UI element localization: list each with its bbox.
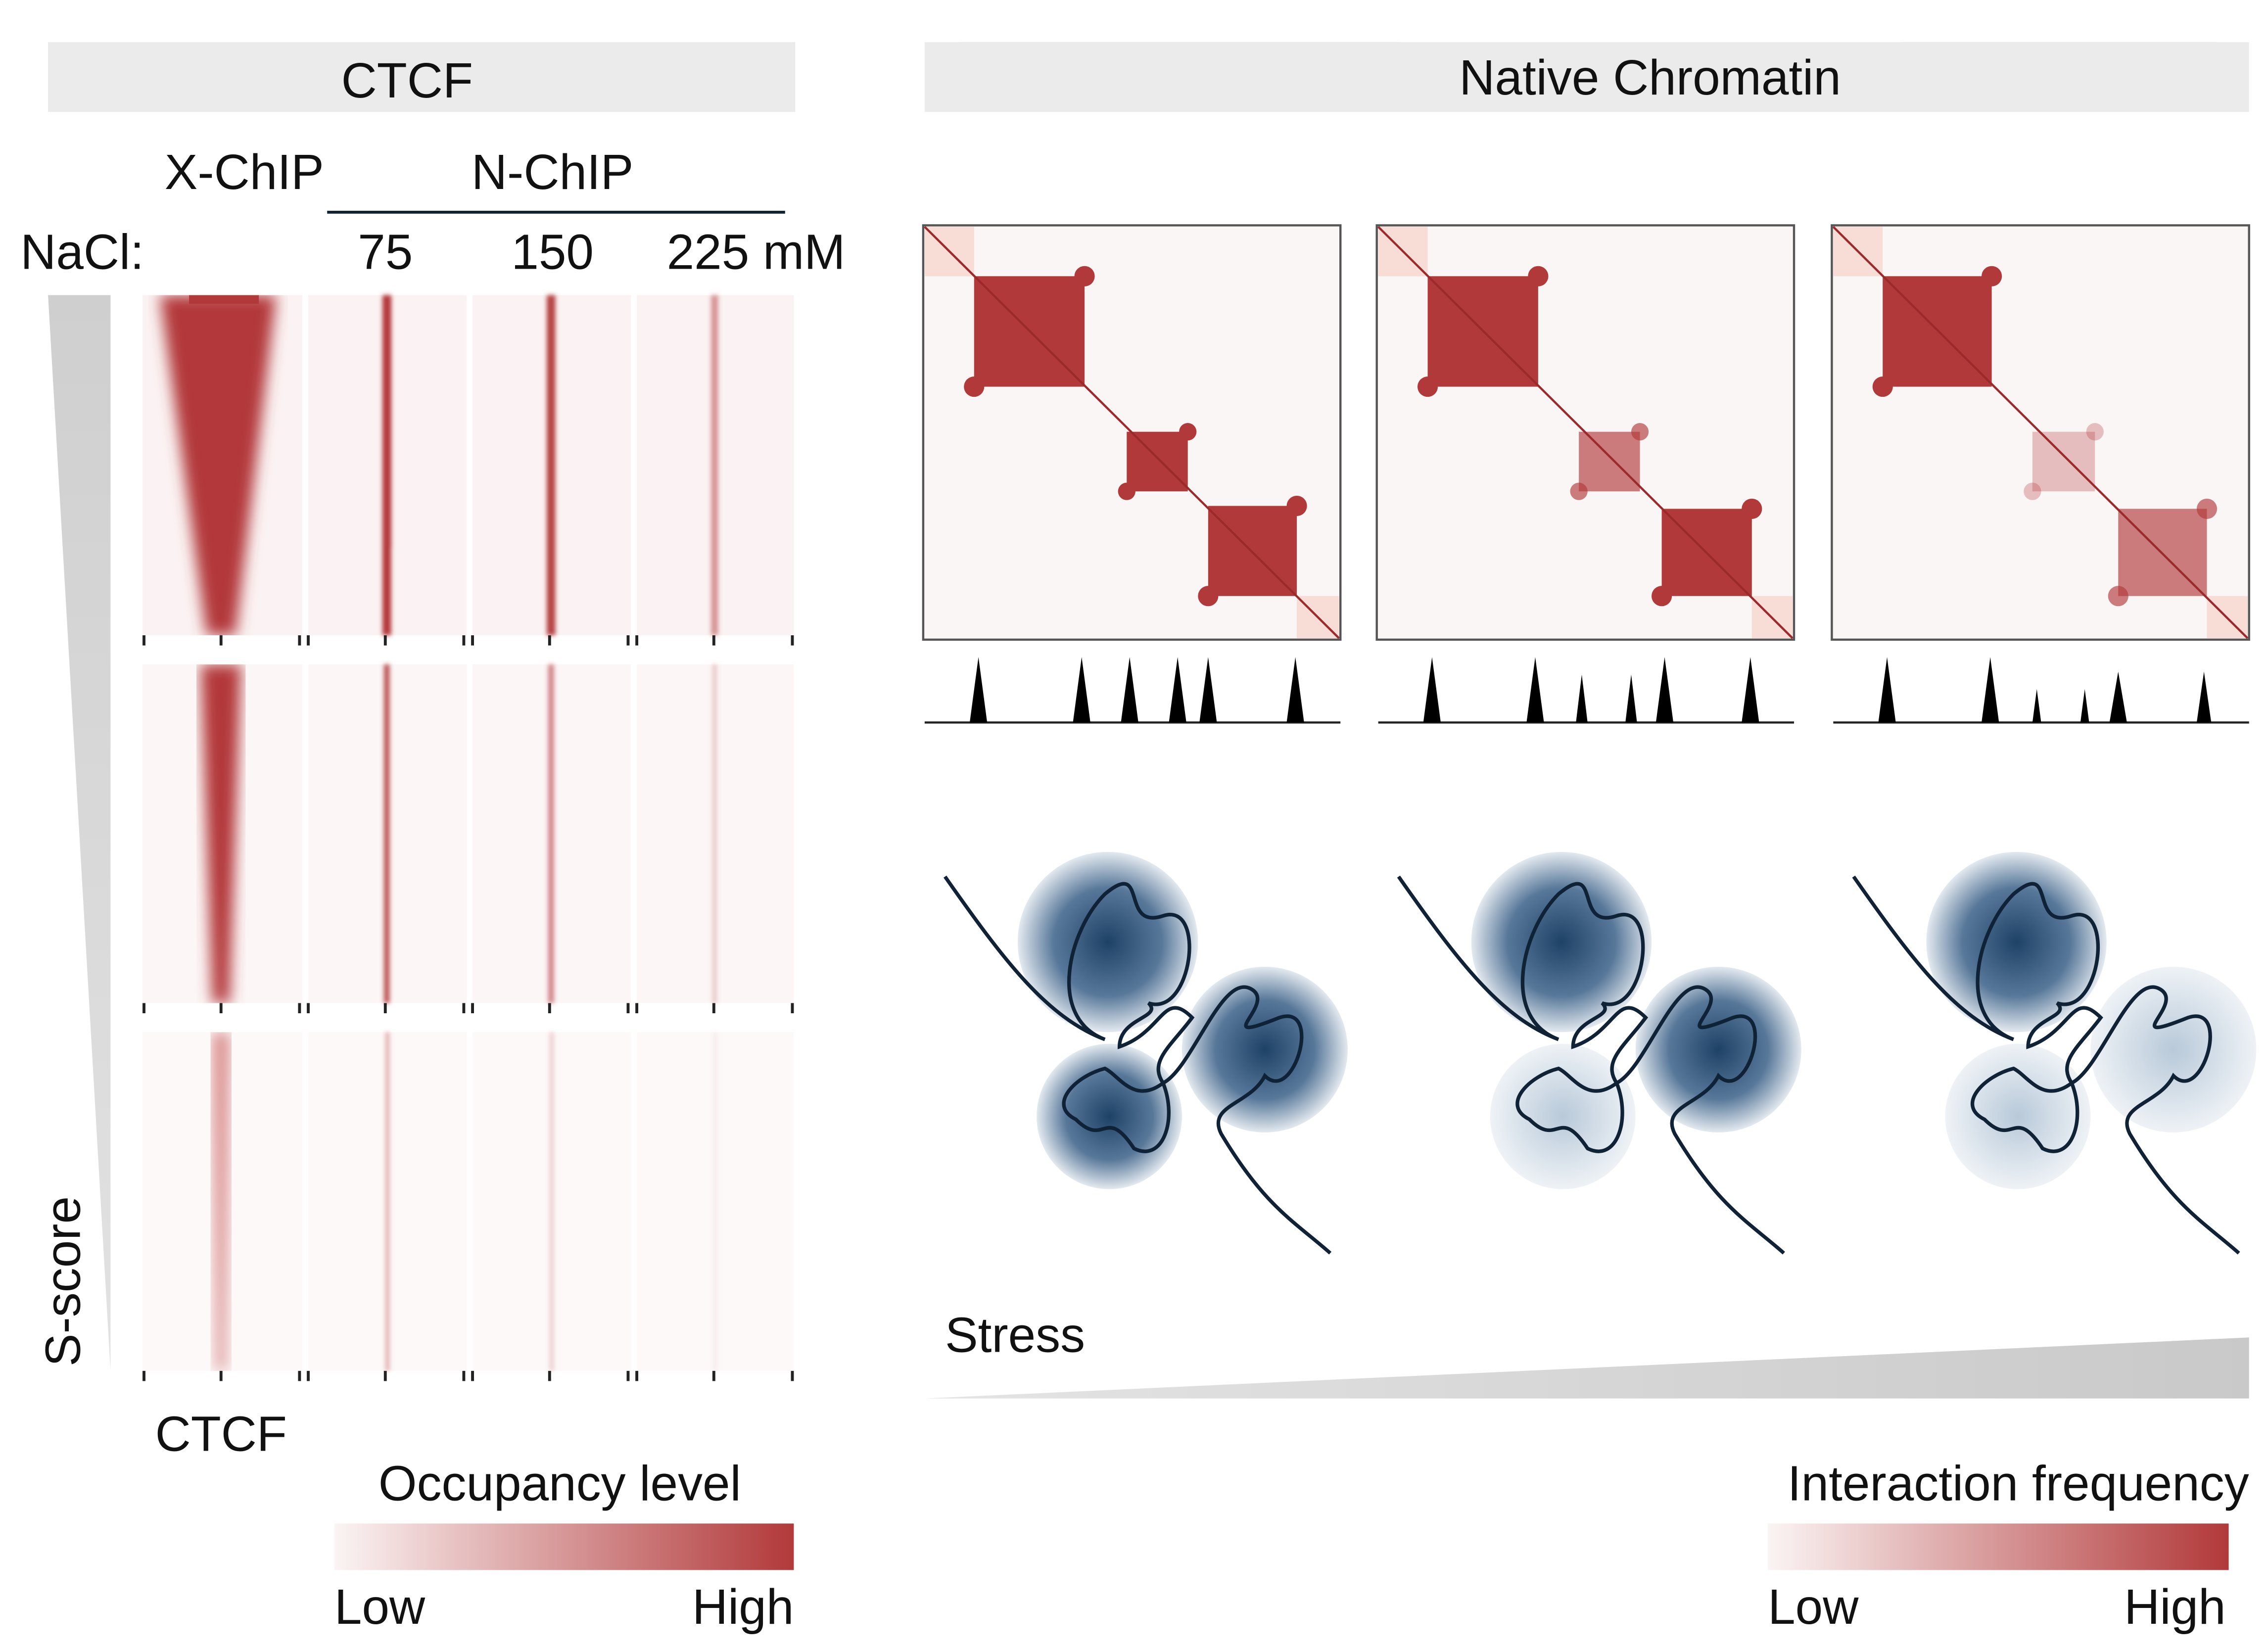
salt-level: 225 mM [667, 225, 846, 280]
header-bar [48, 42, 796, 112]
legend-low: Low [334, 1580, 425, 1635]
salt-level: 150 [511, 225, 594, 280]
axis-label: S-score [36, 1196, 91, 1367]
contact-maps [922, 224, 2250, 724]
stress-label: Stress [945, 1308, 1085, 1363]
loop-cartoons [945, 851, 2257, 1253]
s-score-wedge [48, 295, 111, 1371]
panel-title: CTCF [341, 53, 473, 108]
method-label: N-ChIP [472, 145, 633, 200]
method-label: X-ChIP [165, 145, 324, 200]
legend-title: Occupancy level [378, 1456, 741, 1511]
panel-title: Native Chromatin [1459, 50, 1841, 105]
legend-gradient [334, 1523, 794, 1570]
salt-label: NaCl: [20, 225, 144, 280]
header-bar [924, 42, 2249, 112]
x-axis-label: CTCF [155, 1407, 287, 1461]
legend-high: High [692, 1580, 794, 1635]
legend-gradient [1768, 1523, 2229, 1570]
legend-title: Interaction frequency [1788, 1456, 2249, 1511]
heatmaps [142, 295, 794, 1381]
stress-wedge [924, 1337, 2249, 1399]
legend-low: Low [1768, 1580, 1859, 1635]
legend-high: High [2124, 1580, 2225, 1635]
salt-level: 75 [358, 225, 413, 280]
